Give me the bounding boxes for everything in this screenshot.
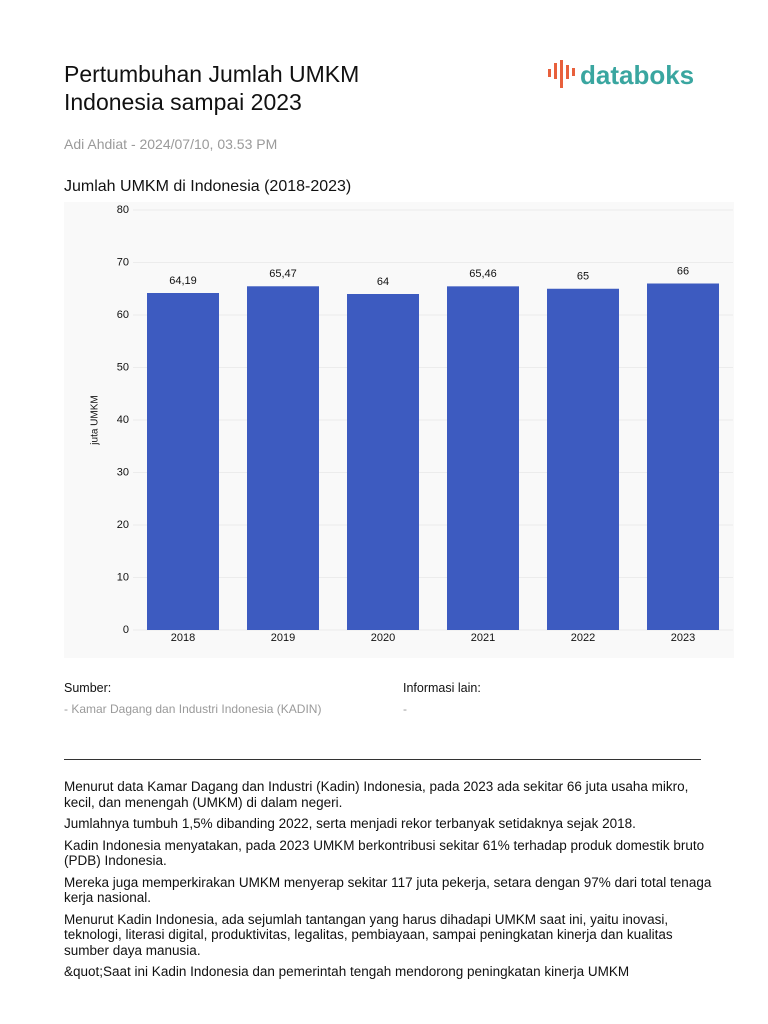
- paragraph: Jumlahnya tumbuh 1,5% dibanding 2022, se…: [64, 816, 636, 831]
- chart: Jumlah UMKM di Indonesia (2018-2023) jut…: [64, 178, 734, 658]
- bar: [447, 286, 519, 630]
- x-tick-label: 2019: [271, 632, 295, 644]
- byline: Adi Ahdiat - 2024/07/10, 03.53 PM: [64, 136, 278, 152]
- chart-title: Jumlah UMKM di Indonesia (2018-2023): [64, 178, 351, 195]
- logo-icon: [548, 60, 575, 88]
- bar: [547, 288, 619, 630]
- x-tick-label: 2020: [371, 632, 395, 644]
- logo-text: databoks: [580, 60, 694, 90]
- paragraph: Mereka juga memperkirakan UMKM menyerap …: [64, 874, 712, 906]
- y-tick-label: 70: [117, 256, 129, 268]
- y-axis-label: juta UMKM: [90, 395, 101, 445]
- paragraph: Kadin Indonesia menyatakan, pada 2023 UM…: [64, 837, 705, 869]
- source-text: - Kamar Dagang dan Industri Indonesia (K…: [64, 702, 322, 716]
- data-label: 64,19: [169, 275, 197, 287]
- divider: [64, 759, 701, 760]
- title: Pertumbuhan Jumlah UMKM Indonesia sampai…: [64, 61, 360, 115]
- bar: [147, 293, 219, 630]
- x-tick-label: 2022: [571, 632, 595, 644]
- bar: [247, 286, 319, 630]
- x-tick-label: 2023: [671, 632, 695, 644]
- y-tick-label: 10: [117, 571, 129, 583]
- y-tick-label: 20: [117, 519, 129, 531]
- y-tick-label: 80: [117, 204, 129, 216]
- data-label: 65,46: [469, 268, 497, 280]
- data-label: 65,47: [269, 268, 297, 280]
- data-label: 65: [577, 271, 589, 283]
- info-label: Informasi lain:: [403, 681, 481, 695]
- paragraph: &quot;Saat ini Kadin Indonesia dan pemer…: [64, 964, 630, 979]
- paragraph: Menurut data Kamar Dagang dan Industri (…: [64, 779, 689, 810]
- y-tick-label: 30: [117, 466, 129, 478]
- y-tick-label: 40: [117, 414, 129, 426]
- info-text: -: [403, 702, 407, 716]
- article-body: Menurut data Kamar Dagang dan Industri (…: [64, 779, 714, 986]
- x-tick-label: 2021: [471, 632, 495, 644]
- y-tick-label: 0: [123, 624, 129, 636]
- paragraph: Menurut Kadin Indonesia, ada sejumlah ta…: [64, 911, 673, 958]
- data-label: 64: [377, 276, 389, 288]
- y-tick-label: 50: [117, 361, 129, 373]
- logo: databoks: [548, 60, 694, 90]
- source-label: Sumber:: [64, 681, 112, 695]
- bar: [647, 283, 719, 630]
- y-tick-label: 60: [117, 309, 129, 321]
- bar: [347, 294, 419, 630]
- data-label: 66: [677, 265, 689, 277]
- x-tick-label: 2018: [171, 632, 195, 644]
